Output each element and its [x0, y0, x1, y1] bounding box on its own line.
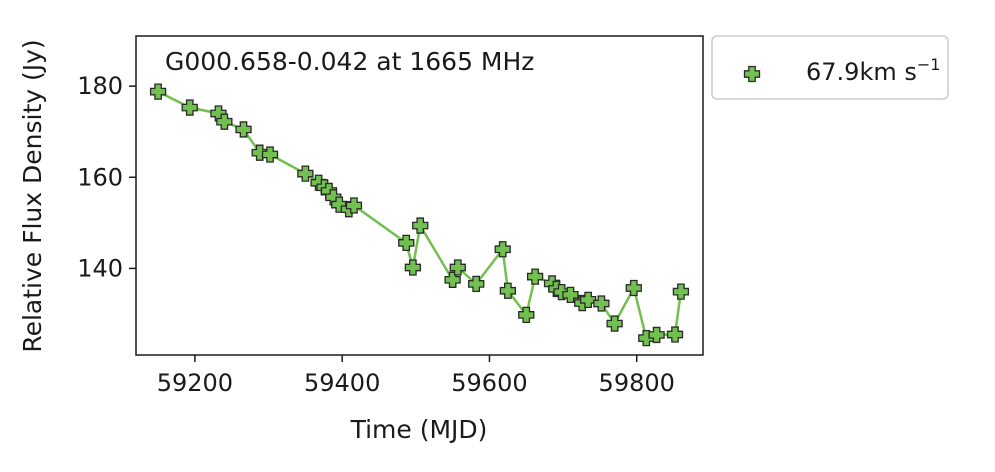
- legend-series-unit-exponent: −1: [917, 55, 941, 74]
- data-point: [579, 291, 597, 309]
- data-point: [404, 259, 422, 276]
- data-point: [412, 217, 429, 234]
- data-point: [606, 315, 623, 332]
- data-point: [562, 286, 579, 303]
- legend: 67.9km s−1: [711, 35, 949, 100]
- x-tick-label: 59600: [451, 369, 527, 397]
- x-tick-label: 59400: [304, 369, 380, 397]
- data-point: [149, 83, 167, 100]
- data-point: [526, 268, 544, 285]
- data-point: [518, 306, 535, 324]
- x-tick-label: 59800: [599, 369, 675, 397]
- data-point: [468, 275, 485, 293]
- legend-marker: [743, 65, 761, 83]
- data-point: [216, 113, 233, 130]
- data-point: [251, 144, 268, 161]
- plot-layer: [149, 83, 690, 347]
- data-point: [449, 259, 466, 276]
- legend-plus-icon: [743, 65, 761, 83]
- data-point: [625, 279, 642, 297]
- y-tick-label: 160: [77, 163, 123, 191]
- data-point: [672, 283, 690, 300]
- data-point: [593, 295, 610, 312]
- y-axis-title: Relative Flux Density (Jy): [18, 39, 47, 352]
- legend-series-name: 67.9km s: [806, 58, 917, 86]
- chart-title: G000.658-0.042 at 1665 MHz: [165, 47, 534, 76]
- legend-box: [711, 35, 949, 100]
- x-axis-title: Time (MJD): [350, 415, 488, 444]
- x-tick-label: 59200: [157, 369, 233, 397]
- data-point: [553, 283, 570, 301]
- data-point: [345, 197, 363, 214]
- y-tick-label: 180: [77, 72, 123, 100]
- data-point: [494, 241, 511, 258]
- y-tick-label: 140: [77, 254, 123, 282]
- data-point: [444, 271, 461, 288]
- data-point: [297, 165, 314, 182]
- legend-label: 67.9km s−1: [806, 55, 940, 86]
- data-point: [398, 234, 415, 252]
- axes-layer: 59200 59400 59600 59800 140 160 180: [77, 72, 675, 397]
- data-point: [648, 326, 665, 344]
- data-point: [181, 99, 198, 116]
- data-point: [666, 326, 684, 343]
- data-point: [235, 121, 252, 138]
- data-point: [261, 146, 279, 163]
- plot-frame: [135, 35, 704, 356]
- data-point: [499, 282, 517, 299]
